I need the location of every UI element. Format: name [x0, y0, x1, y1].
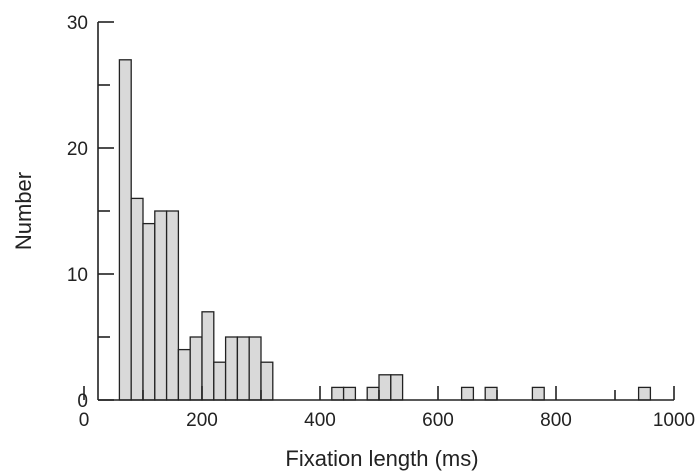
x-axis-title: Fixation length (ms)	[285, 446, 478, 471]
ticks-layer: 0 10 20 30 0 200 400 600 800 1000	[67, 13, 695, 431]
y-tick-label: 30	[67, 13, 88, 34]
histogram-bar	[378, 374, 392, 401]
histogram-bar	[366, 386, 380, 401]
x-tick-label: 200	[186, 410, 218, 431]
histogram-bar	[118, 59, 132, 401]
histogram-bar	[224, 336, 239, 401]
histogram-bar	[213, 361, 227, 401]
x-tick-label: 800	[540, 410, 572, 431]
histogram-bar	[637, 386, 652, 401]
x-tick-label: 400	[304, 410, 336, 431]
histogram-bar	[531, 386, 545, 401]
histogram-bar	[460, 386, 475, 401]
histogram-bar	[177, 348, 191, 401]
histogram-bar	[201, 311, 215, 401]
histogram-bar	[142, 222, 156, 401]
histogram-bar	[331, 386, 345, 401]
histogram-bar	[189, 336, 203, 401]
histogram-bar	[342, 386, 357, 401]
histogram-bar	[260, 361, 274, 401]
x-tick-label: 600	[422, 410, 454, 431]
y-tick-label: 0	[77, 391, 88, 412]
bars-layer	[118, 59, 652, 401]
x-tick-label: 1000	[653, 410, 695, 431]
histogram-bar	[154, 210, 168, 401]
histogram-bar	[484, 386, 498, 401]
x-tick-label: 0	[79, 410, 90, 431]
histogram-bar	[248, 336, 262, 401]
histogram-bar	[130, 197, 144, 401]
y-axis-title: Number	[11, 172, 36, 250]
axes-layer	[97, 22, 674, 401]
histogram-bar	[390, 374, 404, 401]
histogram-bar	[236, 336, 250, 401]
y-tick-label: 10	[67, 265, 88, 286]
y-tick-label: 20	[67, 139, 88, 160]
histogram-bar	[165, 210, 180, 401]
